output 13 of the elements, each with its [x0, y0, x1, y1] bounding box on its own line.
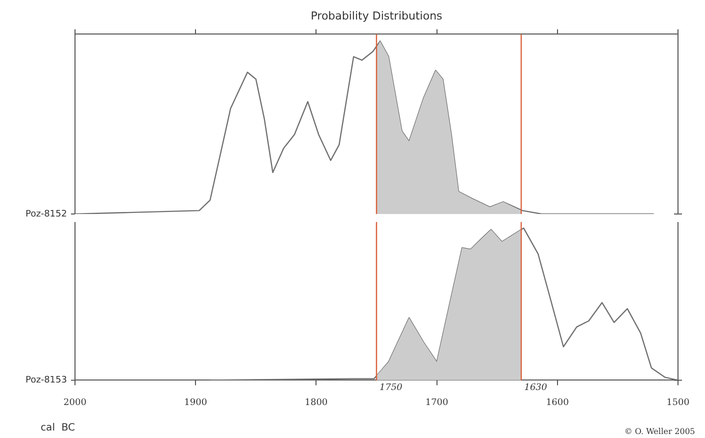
x-tick-label: 1800: [304, 398, 328, 408]
x-tick-label: 1500: [666, 398, 690, 408]
x-tick-label: 2000: [64, 398, 87, 408]
y-axis-title: Poz-8152: [26, 209, 67, 220]
ref-line-label: 1630: [524, 383, 548, 394]
y-axis-title: Poz-8153: [26, 376, 67, 386]
x-tick-label: 1600: [546, 398, 570, 408]
ref-line-label: 1750: [380, 383, 403, 394]
text: © O. Weller 2005: [624, 427, 695, 436]
x-axis-title: cal BC: [40, 422, 76, 434]
chart-title: Probability Distributions: [310, 9, 443, 22]
x-tick-label: 1700: [425, 398, 449, 408]
x-tick-label: 1900: [184, 398, 208, 408]
